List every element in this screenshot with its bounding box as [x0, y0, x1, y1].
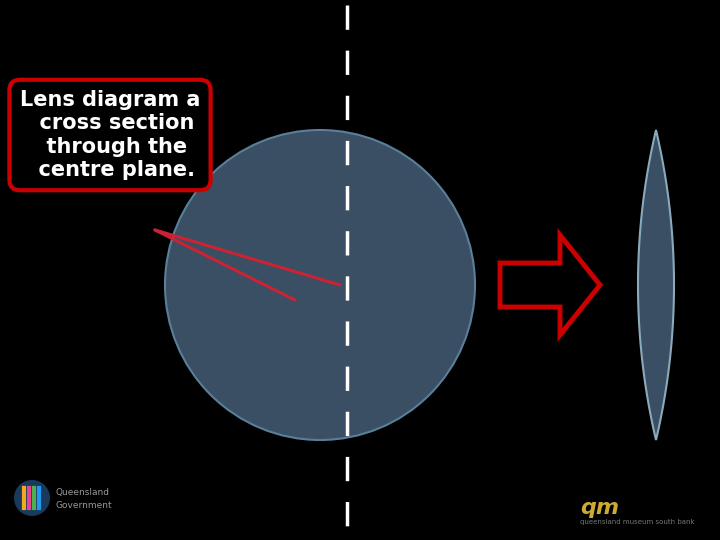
- Text: Queensland: Queensland: [55, 489, 109, 497]
- Circle shape: [14, 480, 50, 516]
- Text: Government: Government: [55, 502, 112, 510]
- Text: qm: qm: [580, 498, 619, 518]
- Text: Lens diagram a
  cross section
  through the
  centre plane.: Lens diagram a cross section through the…: [20, 90, 200, 180]
- Polygon shape: [638, 130, 674, 440]
- Circle shape: [165, 130, 475, 440]
- Text: queensland museum south bank: queensland museum south bank: [580, 519, 695, 525]
